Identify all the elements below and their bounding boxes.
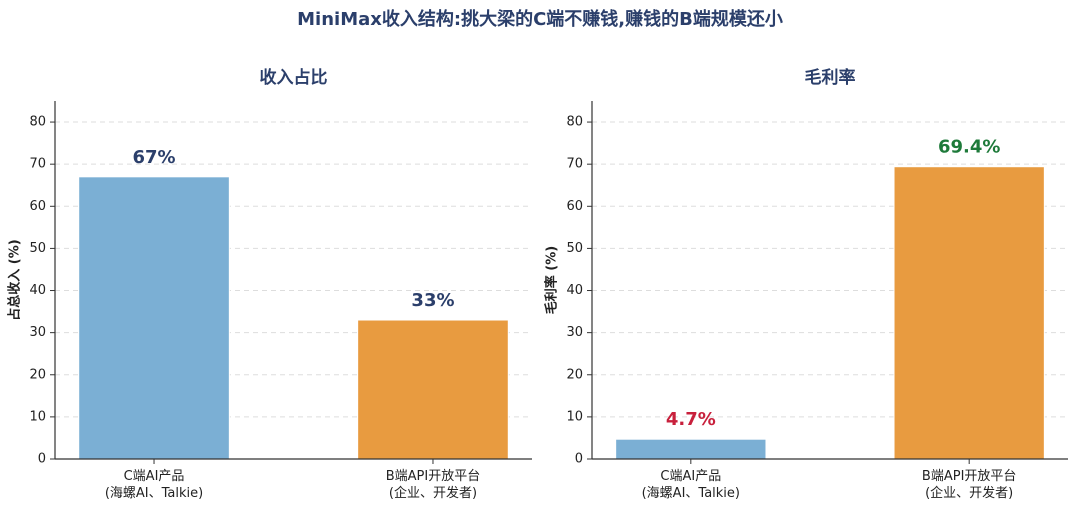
y-tick-label: 40 [566,283,583,298]
y-tick-label: 70 [566,157,583,172]
y-tick-label: 80 [566,115,583,130]
y-tick-label: 40 [29,283,46,298]
y-tick-label: 0 [38,452,46,467]
y-tick-label: 0 [575,452,583,467]
y-tick-label: 30 [29,325,46,340]
bar [357,319,509,460]
y-tick-label: 50 [29,241,46,256]
y-tick-label: 20 [29,367,46,382]
y-tick-label: 70 [29,157,46,172]
bar [615,438,767,460]
y-tick-label: 60 [29,199,46,214]
value-label: 69.4% [938,137,1000,158]
panel-title: 毛利率 [805,67,856,88]
y-tick-label: 10 [566,409,583,424]
y-tick-label: 30 [566,325,583,340]
y-tick-label: 80 [29,115,46,130]
y-tick-label: 60 [566,199,583,214]
x-tick-label: B端API开放平台(企业、开发者) [386,469,481,501]
value-label: 67% [132,147,175,168]
value-label: 4.7% [666,409,716,430]
bar [893,166,1045,460]
bar [78,176,230,460]
y-axis-label: 占总收入 (%) [7,239,23,320]
figure-title: MiniMax收入结构:挑大梁的C端不赚钱,赚钱的B端规模还小 [297,8,783,30]
y-tick-label: 10 [29,409,46,424]
x-tick-label: C端AI产品(海螺AI、Talkie) [105,469,203,501]
x-tick-label: C端AI产品(海螺AI、Talkie) [642,469,740,501]
x-tick-label: B端API开放平台(企业、开发者) [922,469,1017,501]
panel-title: 收入占比 [260,67,328,88]
y-tick-label: 20 [566,367,583,382]
y-axis-label: 毛利率 (%) [544,246,560,314]
y-tick-label: 50 [566,241,583,256]
value-label: 33% [411,290,454,311]
